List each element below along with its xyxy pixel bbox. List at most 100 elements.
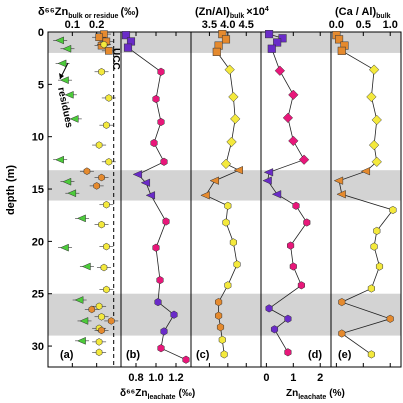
x-tick-label: 1.2 [168,372,183,384]
data-point [69,115,79,123]
data-point [224,281,232,290]
data-point [132,170,143,179]
x-tick-label: 0.1 [65,19,80,31]
data-point [170,310,178,319]
data-point [76,214,86,223]
data-point [218,335,226,344]
data-point [336,190,346,199]
data-point [371,114,382,126]
data-point [55,36,64,45]
data-point [337,46,346,55]
data-point [288,135,299,147]
data-point [103,285,110,294]
x-tick-label: 4.0 [220,19,235,31]
data-point [74,296,84,304]
data-point [367,350,375,359]
data-point [338,329,346,338]
data-point [265,30,274,39]
data-point [59,243,69,252]
data-point [368,64,380,75]
data-point [292,201,300,210]
x-tick-label: 2 [317,372,323,384]
x-tick-label: 0.5 [356,19,371,31]
data-point [152,94,160,104]
data-point [100,263,108,272]
data-point [221,35,231,44]
data-point [262,176,272,185]
panel-a-title: δ⁶⁶Znbulk or residue (‰) [38,6,139,20]
data-point [105,94,113,102]
data-point [64,90,74,99]
data-point [95,348,103,357]
panel-e-title: (Ca / Al)bulk [335,6,391,20]
data-point [98,68,105,76]
data-point [271,190,282,199]
data-point [145,191,156,200]
data-point [162,217,170,226]
data-point [335,35,344,44]
data-point [375,262,384,271]
data-point [233,260,241,269]
data-point [373,226,381,235]
depth-tick-label: 15 [32,184,44,196]
data-point [93,182,100,190]
data-point [160,327,168,336]
data-point [215,311,223,320]
data-point [224,64,235,75]
data-point [160,157,168,166]
data-point [156,276,164,285]
data-point [367,284,375,293]
data-point [233,166,243,175]
data-point [303,218,311,227]
data-point [209,176,219,185]
data-point [289,262,297,271]
depth-tick-label: 5 [38,79,44,91]
depth-tick-label: 20 [32,236,44,248]
data-point [287,241,295,250]
panel-c-letter: (c) [196,349,210,361]
data-point [389,205,397,215]
data-point [333,176,344,185]
data-point [224,201,232,210]
data-point [62,44,72,53]
data-point [152,243,160,252]
data-point [107,317,115,325]
data-point [150,138,158,148]
residues-arrowhead [59,73,64,79]
data-point [105,158,113,166]
data-point [270,325,279,334]
data-point [278,34,287,43]
data-point [105,47,113,55]
panel-e-letter: (e) [338,349,352,361]
x-tick-label: 0.2 [89,19,104,31]
panel-b-letter: (b) [126,349,140,361]
shaded-bands [48,32,401,336]
data-point [83,167,91,175]
x-tick-label: 0.8 [128,372,143,384]
data-point [274,65,285,76]
depth-axis-label: depth (m) [5,165,17,215]
data-point [59,76,69,85]
depth-tick-label: 30 [32,341,44,353]
data-point [212,47,221,56]
data-point [182,355,190,364]
data-point [267,44,276,53]
data-point [123,43,133,52]
data-point [368,139,380,151]
x-tick-label: 1.0 [148,372,163,384]
panel-d-letter: (d) [308,349,322,361]
data-point [98,313,105,321]
x-tick-label: 3.5 [202,19,217,31]
data-point [98,326,105,335]
data-point [57,59,67,68]
data-point [121,31,131,40]
series-line [205,33,240,355]
data-point [273,38,282,47]
data-point [360,167,371,176]
x-tick-label: 1.0 [383,19,398,31]
data-point [157,344,165,353]
data-point [95,338,103,346]
data-point [103,200,110,209]
panel-b-xlabel: δ⁶⁶Znleachate (‰) [120,388,195,401]
